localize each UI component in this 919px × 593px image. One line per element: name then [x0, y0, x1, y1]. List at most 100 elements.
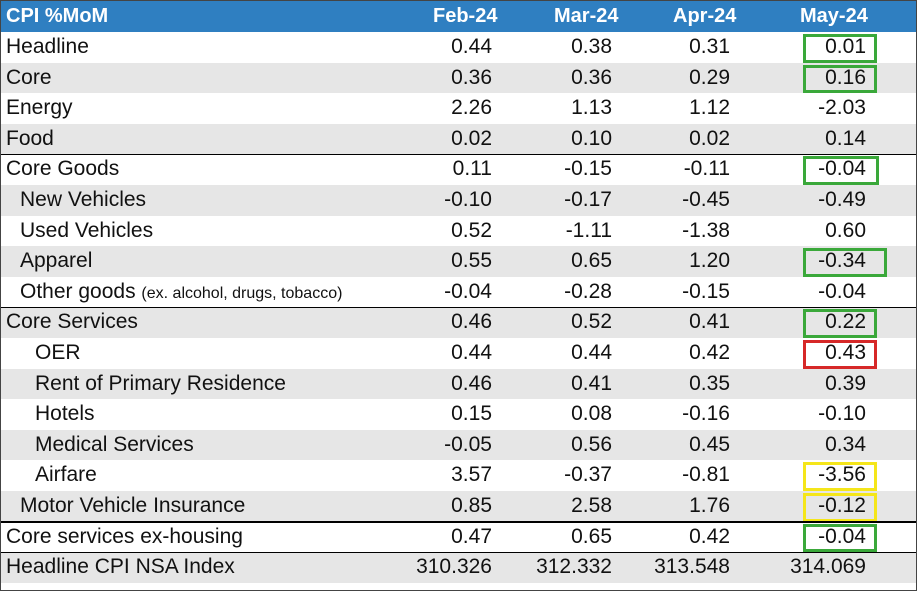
cell-may-24: -0.04	[818, 157, 866, 181]
cell-apr-24: 1.12	[689, 96, 730, 120]
cell-apr-24: 0.02	[689, 126, 730, 150]
cell-feb-24: 3.57	[451, 463, 492, 487]
column-header-feb-24: Feb-24	[433, 5, 498, 27]
table-row: Energy 2.26 1.13 1.12 -2.03	[0, 93, 917, 124]
row-label-text: Food	[6, 126, 54, 150]
table-row: Headline 0.44 0.38 0.31 0.01	[0, 32, 917, 63]
row-label: Core services ex-housing	[6, 522, 410, 553]
row-label-text: Airfare	[35, 463, 97, 487]
table-row: Food 0.02 0.10 0.02 0.14	[0, 123, 917, 155]
cell-apr-24: -0.15	[682, 279, 730, 303]
row-label: Motor Vehicle Insurance	[20, 491, 410, 522]
row-label: Medical Services	[35, 430, 410, 461]
row-label-text: Core Services	[6, 310, 138, 334]
cell-mar-24: 0.65	[571, 524, 612, 548]
highlight-box-green	[803, 34, 877, 63]
row-label-text: Energy	[6, 96, 73, 120]
row-label: Energy	[6, 93, 410, 124]
cell-feb-24: 0.02	[451, 126, 492, 150]
table-title: CPI %MoM	[6, 5, 109, 27]
row-label-note: (ex. alcohol, drugs, tobacco)	[141, 284, 343, 302]
row-label: Core	[6, 63, 410, 94]
highlight-box-green	[803, 248, 887, 277]
row-label: OER	[35, 338, 410, 369]
row-label: New Vehicles	[20, 185, 410, 216]
table-row: Apparel 0.55 0.65 1.20 -0.34	[0, 246, 917, 277]
row-label-text: Core	[6, 65, 52, 89]
cell-may-24: 0.34	[825, 432, 866, 456]
cell-feb-24: 0.15	[451, 402, 492, 426]
row-label-text: OER	[35, 341, 81, 364]
row-label-text: Core Goods	[6, 157, 120, 181]
row-label-text: Headline	[6, 35, 89, 58]
row-label-text: Core services ex-housing	[6, 524, 243, 548]
cell-feb-24: 0.11	[452, 157, 492, 181]
cell-mar-24: 0.44	[571, 341, 612, 364]
cell-mar-24: 0.56	[571, 432, 612, 456]
row-label: Apparel	[20, 246, 410, 277]
row-label-text: Headline CPI NSA Index	[6, 555, 235, 579]
cell-feb-24: 0.44	[451, 341, 492, 364]
cell-feb-24: 0.55	[451, 249, 492, 273]
cell-may-24: 0.22	[825, 310, 866, 334]
cell-feb-24: 0.36	[451, 65, 492, 89]
cell-apr-24: -0.11	[683, 157, 730, 181]
cell-apr-24: 0.29	[689, 65, 730, 89]
cell-apr-24: -0.81	[682, 463, 730, 487]
row-label: Headline CPI NSA Index	[6, 552, 410, 583]
cell-mar-24: 0.38	[571, 35, 612, 58]
cell-may-24: -0.49	[818, 188, 866, 211]
row-label: Core Services	[6, 307, 410, 338]
table-row: Rent of Primary Residence 0.46 0.41 0.35 0.3…	[0, 368, 917, 400]
row-label-text: New Vehicles	[20, 188, 147, 211]
row-label-text: Used Vehicles	[20, 218, 154, 242]
table-row: Hotels 0.15 0.08 -0.16 -0.10	[0, 399, 917, 430]
row-label: Core Goods	[6, 154, 410, 185]
cell-mar-24: -1.11	[565, 218, 612, 242]
cell-feb-24: 310.326	[416, 555, 492, 579]
section-divider	[0, 551, 917, 554]
cell-may-24: -0.04	[818, 524, 866, 548]
section-divider	[0, 153, 917, 156]
cell-may-24: 0.43	[825, 341, 866, 364]
cell-apr-24: 0.42	[689, 341, 730, 364]
cell-mar-24: -0.37	[564, 463, 612, 487]
cell-may-24: -2.03	[818, 96, 866, 120]
table-row: Used Vehicles 0.52 -1.11 -1.38 0.60	[0, 216, 917, 247]
cell-apr-24: 1.76	[689, 494, 730, 517]
table-row: Other goods (ex. alcohol, drugs, tobacco…	[0, 277, 917, 308]
highlight-box-green	[803, 523, 877, 553]
cell-feb-24: 0.46	[451, 310, 492, 334]
cell-may-24: 0.60	[825, 218, 866, 242]
cell-feb-24: -0.04	[444, 279, 492, 303]
cell-mar-24: 0.41	[571, 371, 612, 395]
highlight-box-green	[803, 64, 877, 94]
row-label-text: Rent of Primary Residence	[35, 371, 286, 395]
cell-apr-24: 313.548	[654, 555, 730, 579]
cell-mar-24: 0.10	[571, 126, 612, 150]
row-label-text: Motor Vehicle Insurance	[20, 494, 246, 517]
cell-mar-24: 0.65	[571, 249, 612, 273]
cell-feb-24: 0.52	[451, 218, 492, 242]
cell-apr-24: 0.35	[689, 371, 730, 395]
cell-may-24: 314.069	[790, 555, 866, 579]
cell-apr-24: 0.31	[689, 35, 730, 58]
row-label: Other goods (ex. alcohol, drugs, tobacco…	[20, 277, 410, 308]
cell-mar-24: 0.36	[571, 65, 612, 89]
cell-mar-24: 0.08	[571, 402, 612, 426]
row-label: Headline	[6, 32, 410, 63]
table-row: Motor Vehicle Insurance 0.85 2.58 1.76 -0.12	[0, 491, 917, 522]
row-label: Rent of Primary Residence	[35, 369, 410, 400]
cell-mar-24: 1.13	[571, 96, 612, 120]
highlight-box-green	[803, 309, 877, 338]
cell-feb-24: 2.26	[451, 96, 492, 120]
highlight-box-red	[803, 340, 877, 369]
section-divider	[0, 521, 917, 523]
cell-apr-24: -1.38	[682, 218, 730, 242]
cell-feb-24: 0.85	[451, 494, 492, 517]
cell-apr-24: 0.42	[689, 524, 730, 548]
cell-may-24: -0.10	[818, 402, 866, 426]
table-row: Core 0.36 0.36 0.29 0.16	[0, 62, 917, 94]
row-label: Hotels	[35, 399, 410, 430]
cell-apr-24: -0.45	[682, 188, 730, 211]
